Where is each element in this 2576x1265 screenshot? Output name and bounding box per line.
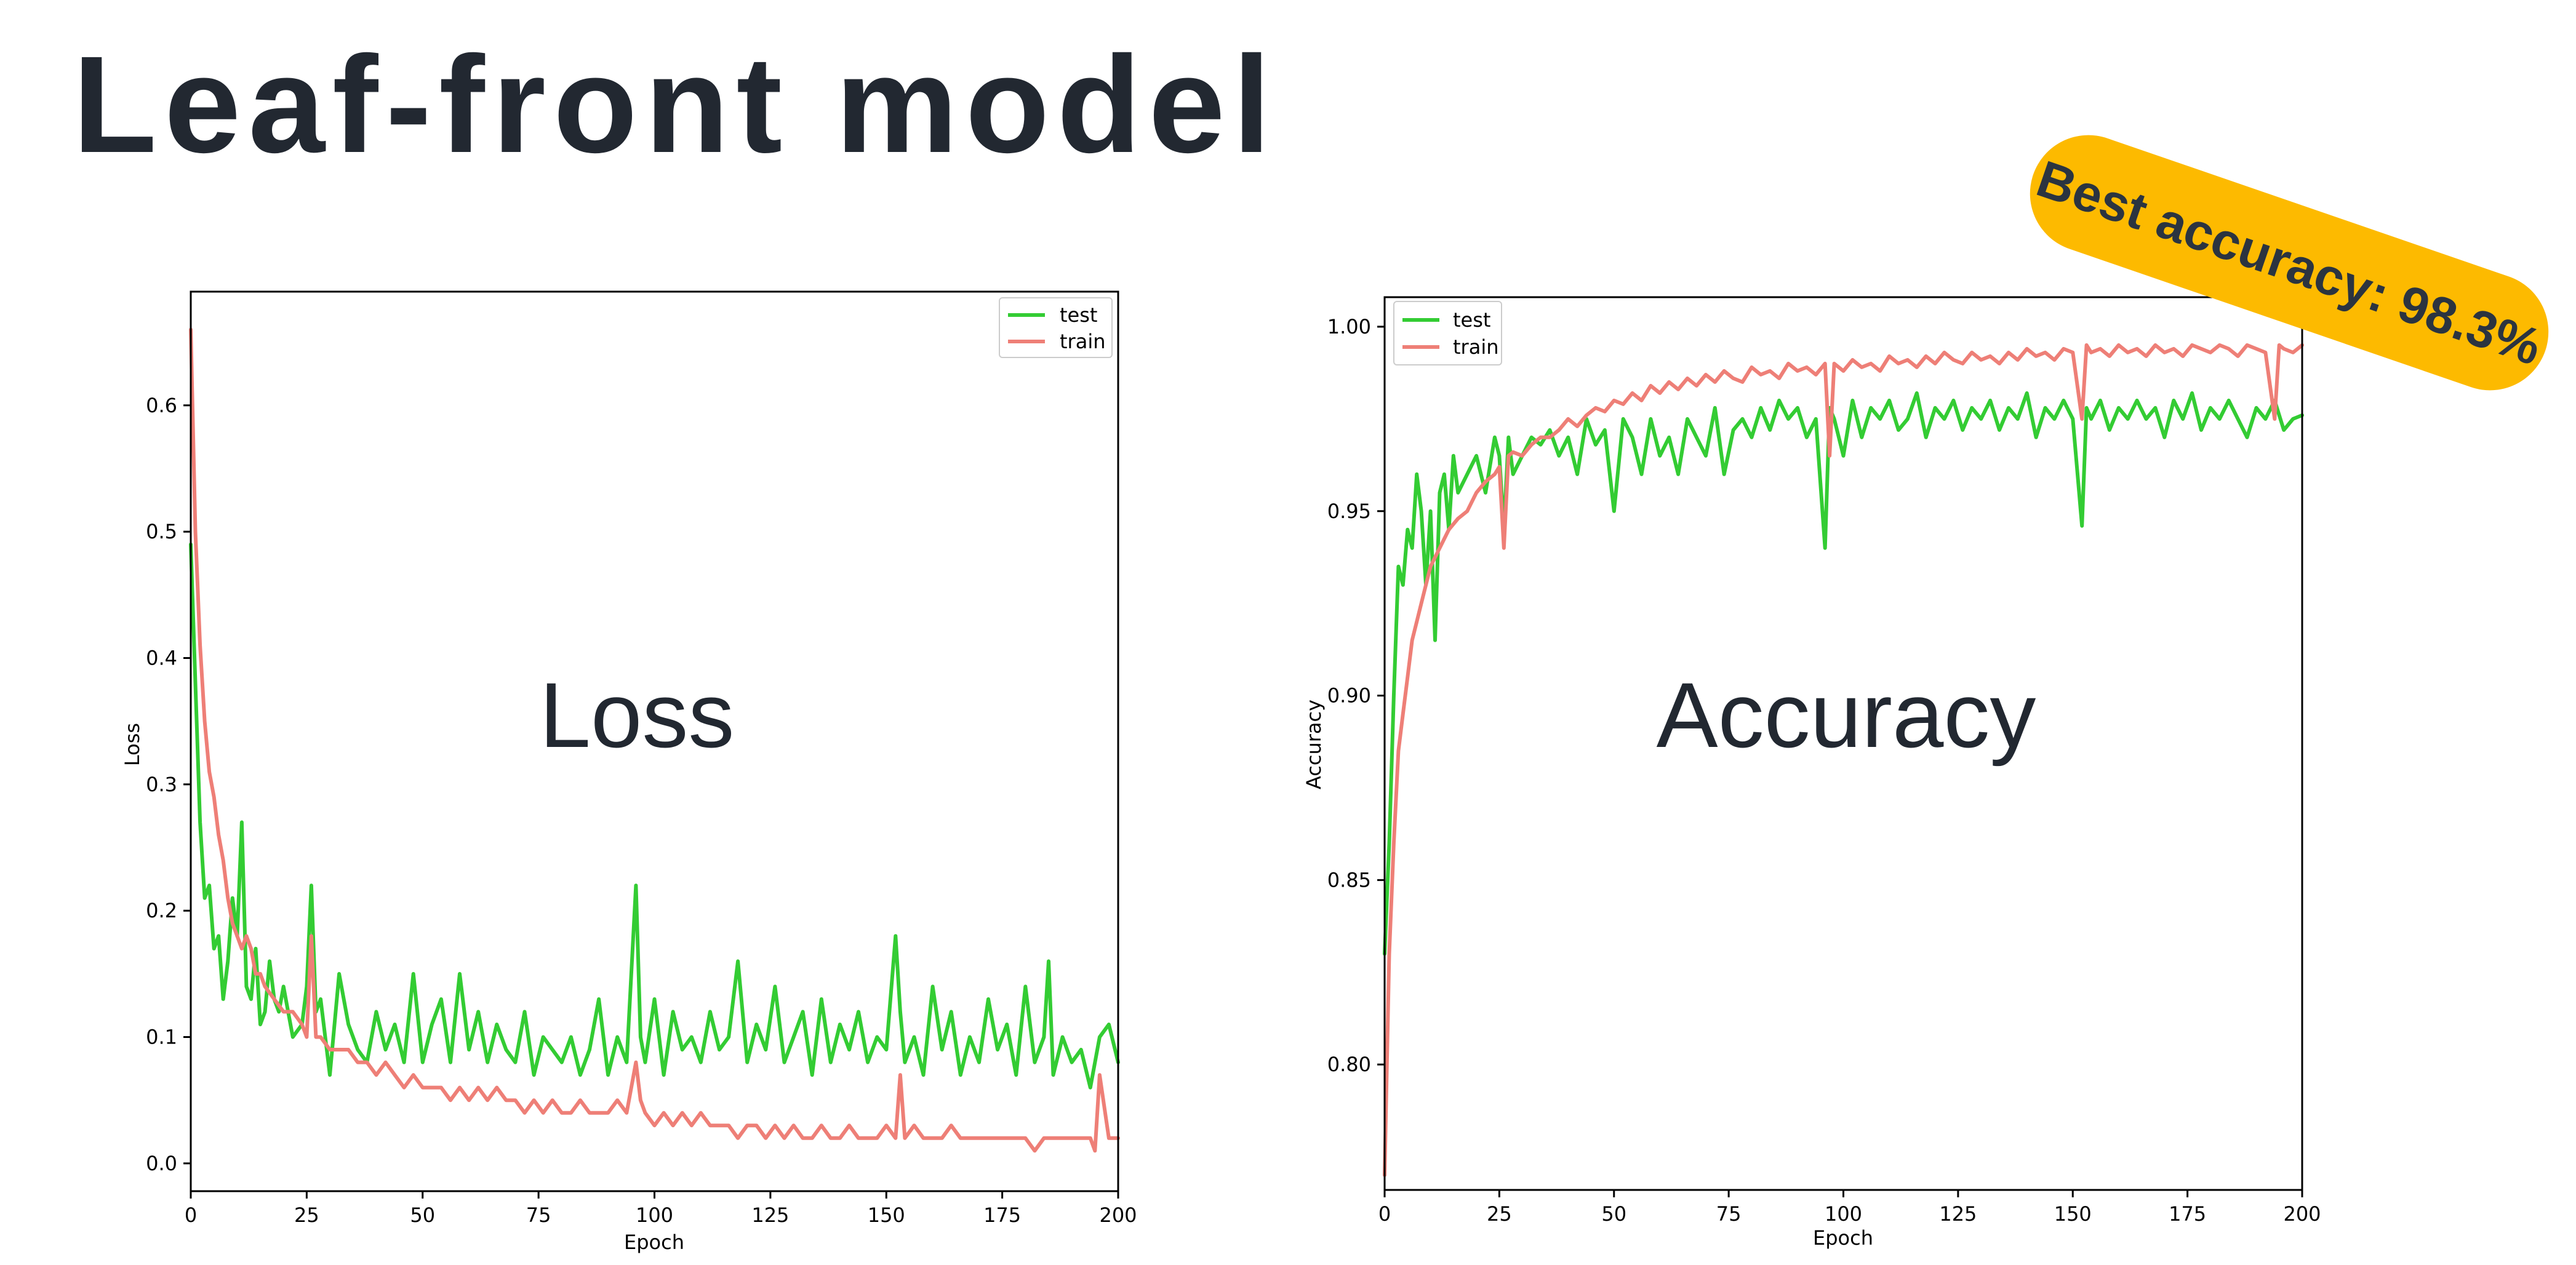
loss-y-tick-label: 0.3 [146, 773, 177, 796]
accuracy-y-tick-label: 0.90 [1327, 684, 1371, 708]
accuracy-x-tick-label: 125 [1939, 1202, 1977, 1226]
loss-y-tick-label: 0.4 [146, 646, 177, 669]
accuracy-x-tick-label: 175 [2169, 1202, 2206, 1226]
accuracy-x-tick-label: 0 [1378, 1202, 1391, 1226]
loss-x-axis-label: Epoch [624, 1231, 684, 1254]
loss-x-tick-label: 125 [751, 1203, 789, 1227]
loss-series-train-line [189, 327, 1120, 1153]
loss-big-label: Loss [540, 663, 735, 767]
accuracy-x-tick-label: 25 [1487, 1202, 1512, 1226]
accuracy-y-tick-label: 0.95 [1327, 500, 1371, 523]
loss-legend: test train [999, 297, 1113, 358]
loss-chart: 0 25 50 75 100 125 150 175 200 0.00.10.20.30.40.… [121, 290, 1137, 1254]
accuracy-series-train-line [1383, 343, 2304, 1177]
loss-legend-train-label: train [1060, 330, 1105, 353]
accuracy-y-axis-label: Accuracy [1302, 700, 1326, 789]
accuracy-series-test-line [1383, 391, 2304, 956]
accuracy-legend-box [1393, 301, 1502, 365]
loss-x-tick-label: 100 [636, 1203, 673, 1227]
loss-x-tick-label: 75 [526, 1203, 551, 1227]
accuracy-legend: test train [1393, 301, 1502, 365]
loss-y-tick-label: 0.0 [146, 1152, 177, 1175]
page-title: Leaf-front model [73, 28, 1279, 182]
loss-x-ticks: 0 25 50 75 100 125 150 175 200 [185, 1191, 1137, 1227]
loss-x-tick-label: 0 [185, 1203, 197, 1227]
accuracy-chart: 0 25 50 75 100 125 150 175 200 0.80 0.85 0.90 0.95 1… [1302, 296, 2321, 1250]
accuracy-x-axis-label: Epoch [1813, 1226, 1873, 1250]
loss-x-tick-label: 25 [294, 1203, 319, 1227]
accuracy-x-tick-label: 75 [1716, 1202, 1742, 1226]
accuracy-series-layer [1383, 343, 2304, 1177]
loss-y-ticks: 0.0 0.1 0.2 0.3 0.4 0.5 0.6 [146, 394, 191, 1175]
accuracy-legend-train-label: train [1453, 335, 1498, 359]
loss-y-tick-label: 0.6 [146, 394, 177, 417]
loss-series-layer [189, 327, 1120, 1153]
loss-x-tick-label: 150 [868, 1203, 905, 1227]
accuracy-x-ticks: 0 25 50 75 100 125 150 175 200 [1378, 1190, 2321, 1226]
accuracy-big-label: Accuracy [1657, 663, 2036, 767]
accuracy-y-tick-label: 0.85 [1327, 868, 1371, 892]
loss-y-tick-label: 0.5 [146, 520, 177, 543]
loss-y-axis-label: Loss [121, 723, 144, 766]
loss-x-tick-label: 175 [983, 1203, 1021, 1227]
accuracy-y-tick-label: 0.80 [1327, 1053, 1371, 1076]
accuracy-x-tick-label: 200 [2283, 1202, 2321, 1226]
loss-x-tick-label: 200 [1099, 1203, 1137, 1227]
loss-legend-test-label: test [1060, 303, 1097, 327]
accuracy-x-tick-label: 100 [1825, 1202, 1862, 1226]
accuracy-legend-test-label: test [1453, 308, 1490, 332]
loss-x-tick-label: 50 [410, 1203, 435, 1227]
accuracy-y-ticks: 0.80 0.85 0.90 0.95 1.00 [1327, 315, 1385, 1076]
accuracy-x-tick-label: 50 [1601, 1202, 1626, 1226]
accuracy-x-tick-label: 150 [2054, 1202, 2092, 1226]
loss-series-test-line [189, 542, 1120, 1090]
accuracy-y-tick-label: 1.00 [1327, 315, 1371, 338]
loss-y-tick-label: 0.2 [146, 899, 177, 922]
loss-y-tick-label: 0.1 [146, 1025, 177, 1048]
